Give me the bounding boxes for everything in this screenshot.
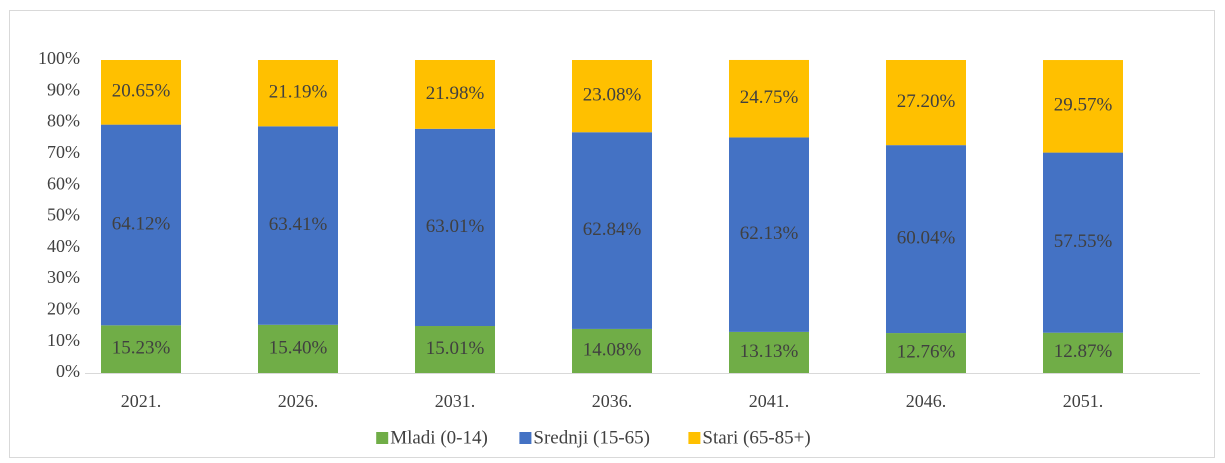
bar-segment (258, 126, 338, 325)
x-tick-label: 2041. (749, 391, 790, 411)
data-label: 23.08% (583, 84, 642, 105)
bar-segment (101, 124, 181, 326)
x-tick-label: 2026. (278, 391, 319, 411)
data-label: 21.19% (269, 82, 328, 103)
data-label: 13.13% (740, 341, 799, 362)
data-label: 14.08% (583, 339, 642, 360)
data-label: 64.12% (112, 213, 171, 234)
y-tick-label: 40% (47, 236, 80, 256)
bar-segment (729, 137, 809, 332)
y-tick-label: 30% (47, 267, 80, 287)
data-label: 63.01% (426, 216, 485, 237)
bar-segment (101, 325, 181, 373)
bar-segment (258, 60, 338, 127)
y-tick-label: 70% (47, 142, 80, 162)
data-label: 29.57% (1054, 95, 1113, 116)
data-label: 27.20% (897, 91, 956, 112)
bar-segment (886, 333, 966, 373)
data-label: 60.04% (897, 227, 956, 248)
bar-segment (1043, 332, 1123, 373)
legend-swatch (519, 432, 532, 444)
y-tick-label: 60% (47, 173, 80, 193)
bar-segment (886, 145, 966, 334)
bar-segment (886, 60, 966, 146)
data-label: 12.87% (1054, 341, 1113, 362)
bar-segment (572, 132, 652, 329)
bar-segment (101, 60, 181, 125)
y-tick-label: 10% (47, 330, 80, 350)
bar-segment (258, 324, 338, 373)
data-label: 12.76% (897, 341, 956, 362)
bar-segment (415, 128, 495, 327)
data-label: 57.55% (1054, 231, 1113, 252)
legend-swatch (376, 432, 389, 444)
y-tick-label: 20% (47, 299, 80, 319)
x-tick-label: 2036. (592, 391, 633, 411)
y-tick-label: 50% (47, 205, 80, 225)
bar-segment (729, 331, 809, 373)
bar-segment (572, 328, 652, 373)
legend-label: Srednji (15-65) (533, 427, 650, 448)
data-label: 15.40% (269, 337, 328, 358)
y-tick-label: 0% (56, 361, 80, 381)
y-tick-label: 100% (38, 48, 80, 68)
x-tick-label: 2051. (1063, 391, 1104, 411)
bar-segment (1043, 60, 1123, 153)
data-label: 20.65% (112, 81, 171, 102)
bar-segment (415, 326, 495, 373)
data-label: 21.98% (426, 83, 485, 104)
data-label: 24.75% (740, 87, 799, 108)
data-label: 15.01% (426, 338, 485, 359)
bar-segment (729, 59, 809, 138)
x-tick-label: 2031. (435, 391, 476, 411)
data-label: 15.23% (112, 338, 171, 359)
bar-segment (415, 60, 495, 129)
x-tick-label: 2046. (906, 391, 947, 411)
y-tick-label: 80% (47, 111, 80, 131)
legend-label: Stari (65-85+) (702, 427, 810, 448)
data-label: 62.84% (583, 219, 642, 240)
x-tick-label: 2021. (121, 391, 162, 411)
data-label: 62.13% (740, 223, 799, 244)
data-label: 63.41% (269, 214, 328, 235)
bar-segment (572, 60, 652, 133)
bar-segment (1043, 152, 1123, 333)
legend-label: Mladi (0-14) (390, 427, 488, 448)
legend-swatch (688, 432, 701, 444)
y-tick-label: 90% (47, 79, 80, 99)
